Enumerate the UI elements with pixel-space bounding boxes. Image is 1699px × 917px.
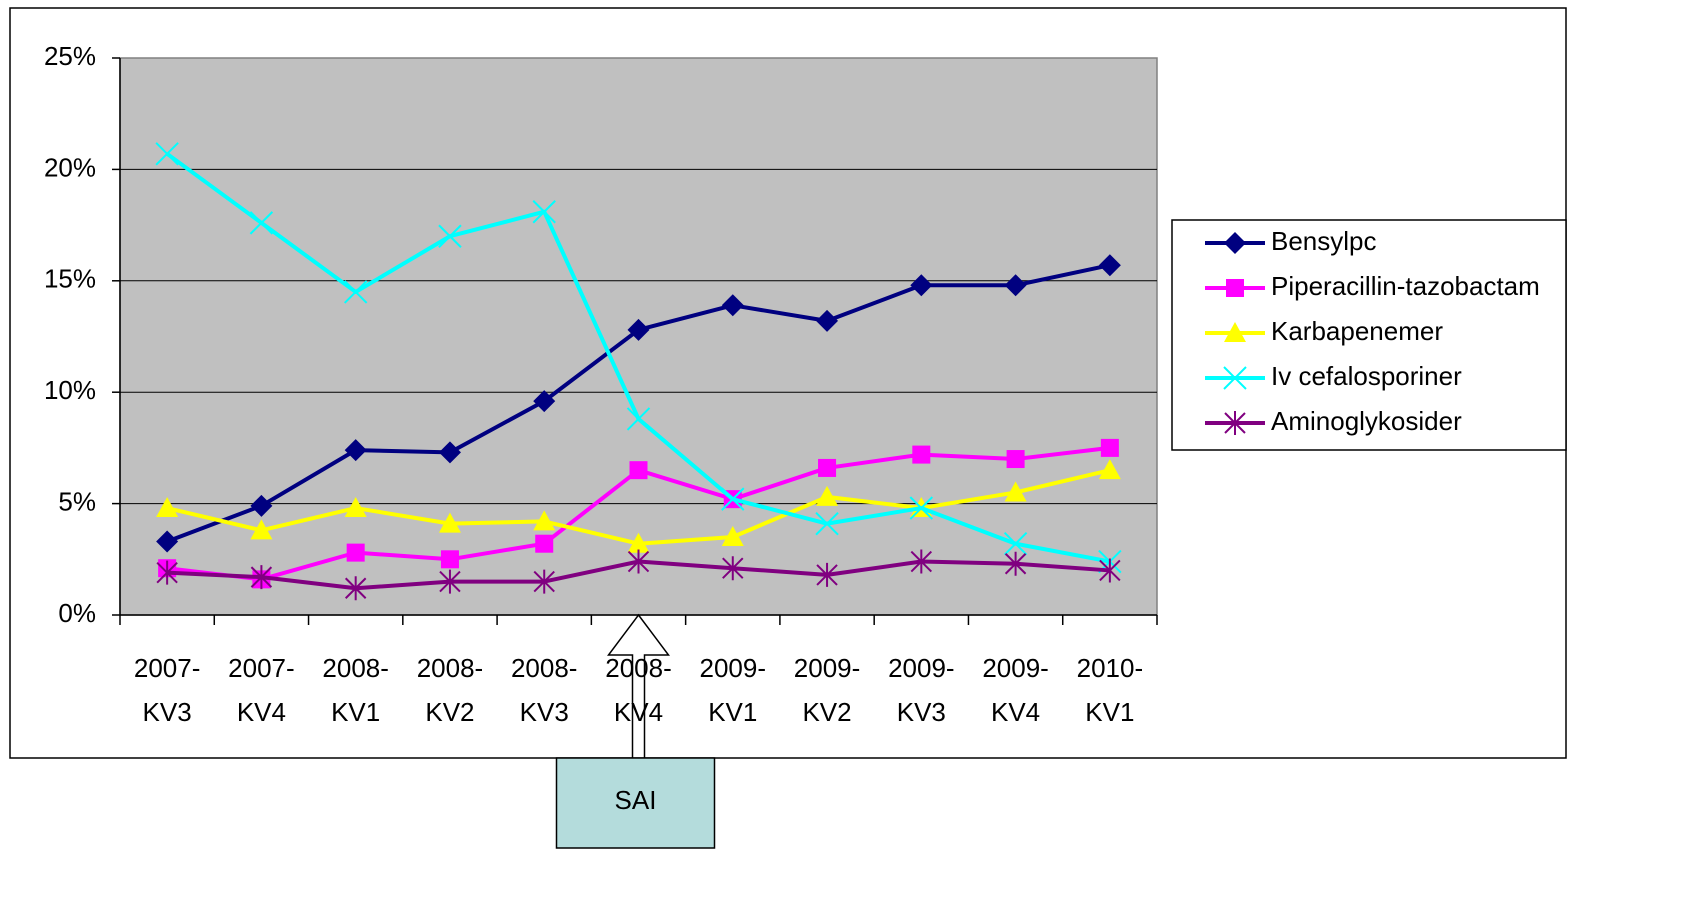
marker: [344, 497, 367, 518]
marker: [440, 550, 459, 569]
marker: [535, 534, 554, 553]
x-tick-label: 2010- KV1: [1076, 653, 1144, 727]
marker: [250, 565, 273, 590]
marker: [629, 461, 648, 480]
y-tick-label: 15%: [44, 264, 96, 294]
marker: [532, 200, 556, 224]
marker: [721, 487, 745, 511]
marker: [1004, 274, 1027, 297]
marker: [250, 494, 273, 517]
marker: [344, 439, 367, 462]
marker: [1004, 481, 1027, 502]
marker: [1226, 279, 1244, 297]
marker: [912, 445, 931, 464]
marker: [816, 485, 839, 506]
legend-label: Aminoglykosider: [1271, 406, 1462, 436]
legend-label: Bensylpc: [1271, 226, 1377, 256]
y-tick-label: 10%: [44, 375, 96, 405]
marker: [343, 280, 368, 304]
y-tick-label: 20%: [44, 152, 96, 182]
marker: [533, 510, 556, 531]
x-tick-label: 2009- KV1: [699, 653, 767, 727]
annotation-text: SAI: [615, 785, 657, 815]
marker: [155, 142, 179, 166]
marker: [439, 569, 461, 594]
x-tick-label: 2008- KV1: [322, 653, 389, 727]
marker: [721, 526, 744, 547]
marker: [909, 496, 934, 520]
marker: [627, 318, 650, 341]
marker: [1224, 411, 1246, 435]
y-tick-label: 25%: [44, 41, 96, 71]
marker: [1004, 551, 1027, 576]
legend-label: Iv cefalosporiner: [1271, 361, 1462, 391]
legend-label: Piperacillin-tazobactam: [1271, 271, 1540, 301]
marker: [816, 309, 839, 332]
marker: [721, 294, 744, 317]
x-tick-label: 2008- KV3: [510, 653, 578, 727]
marker: [346, 543, 365, 562]
marker: [1223, 366, 1247, 390]
marker: [156, 497, 179, 518]
x-tick-label: 2008- KV4: [605, 653, 672, 727]
marker: [910, 549, 933, 574]
y-tick-label: 0%: [58, 598, 96, 628]
marker: [1100, 438, 1119, 457]
marker: [438, 441, 461, 464]
marker: [627, 532, 650, 553]
marker: [156, 560, 178, 585]
marker: [249, 211, 274, 235]
marker: [626, 407, 651, 431]
marker: [156, 530, 179, 553]
marker: [627, 549, 650, 574]
marker: [438, 224, 462, 248]
marker: [533, 569, 555, 594]
marker: [818, 458, 837, 477]
marker: [1006, 450, 1025, 469]
marker: [1224, 322, 1246, 342]
x-tick-label: 2007- KV3: [133, 653, 201, 727]
marker: [250, 519, 273, 540]
marker: [1003, 531, 1028, 556]
marker: [344, 576, 367, 601]
legend-label: Karbapenemer: [1271, 316, 1443, 346]
annotation-box: [555, 757, 716, 849]
marker: [438, 512, 461, 533]
x-tick-label: 2007- KV4: [228, 653, 295, 727]
x-tick-label: 2009- KV3: [888, 653, 955, 727]
x-tick-label: 2009- KV2: [793, 653, 861, 727]
x-tick-label: 2009- KV4: [982, 653, 1049, 727]
marker: [1224, 232, 1246, 254]
marker: [533, 390, 556, 413]
marker: [1098, 254, 1121, 277]
marker: [816, 562, 838, 587]
marker: [815, 511, 839, 536]
marker: [1099, 558, 1121, 583]
y-tick-label: 5%: [58, 486, 96, 516]
marker: [722, 556, 744, 581]
x-tick-label: 2008- KV2: [416, 653, 484, 727]
marker: [910, 274, 933, 297]
marker: [1098, 459, 1121, 480]
